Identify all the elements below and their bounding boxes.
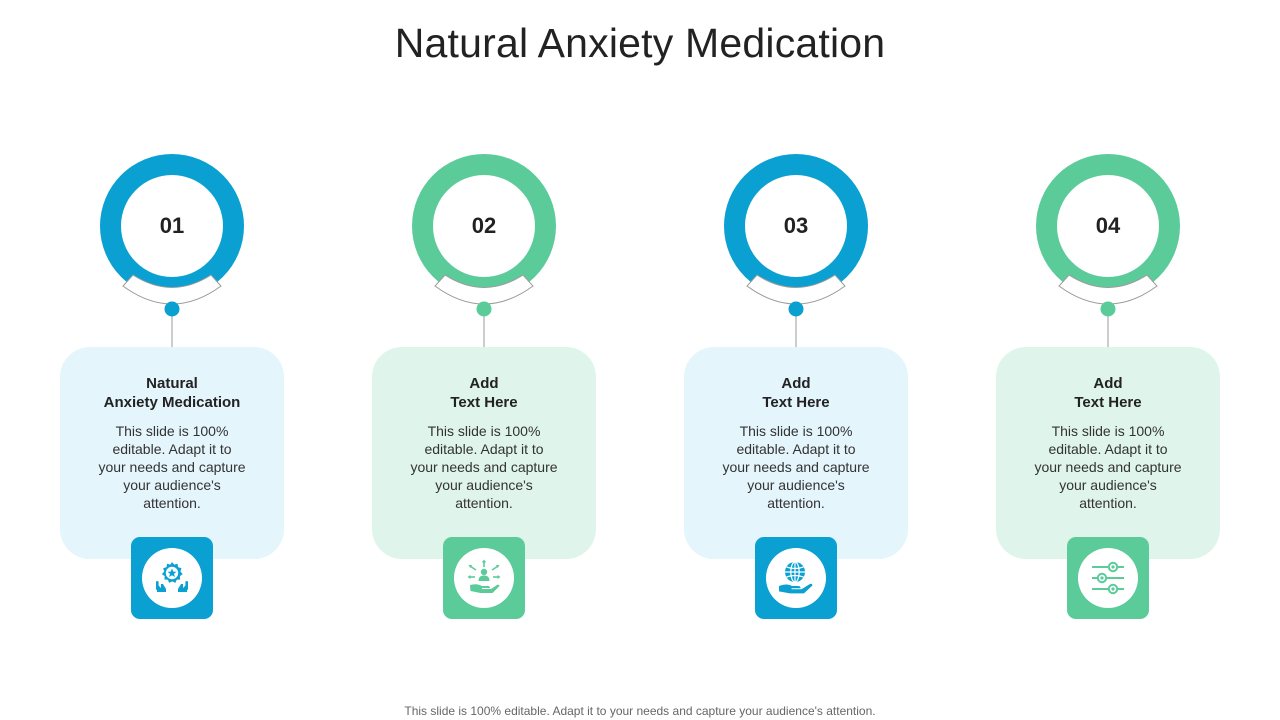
step-title: Add Text Here <box>450 375 518 411</box>
connector <box>1058 274 1158 347</box>
step-card <box>996 347 1220 559</box>
step-4: 04 Add Text Here This slide is 100% edit… <box>988 0 1228 720</box>
step-description: This slide is 100% editable. Adapt it to… <box>410 423 558 511</box>
step-description: This slide is 100% editable. Adapt it to… <box>1034 423 1182 511</box>
step-number: 02 <box>471 213 497 238</box>
step-icon-box <box>755 537 837 619</box>
step-description: This slide is 100% editable. Adapt it to… <box>98 423 246 511</box>
step-icon-box <box>443 537 525 619</box>
sliders-icon <box>1092 561 1124 595</box>
footer-note: This slide is 100% editable. Adapt it to… <box>404 704 876 718</box>
step-number-ring <box>100 154 244 298</box>
step-card <box>60 347 284 559</box>
step-title: Natural Anxiety Medication <box>103 375 241 411</box>
step-number-ring <box>1036 154 1180 298</box>
step-number: 03 <box>783 213 809 238</box>
step-icon-box <box>131 537 213 619</box>
step-number: 01 <box>159 213 185 238</box>
step-2: 02 Add Text Here This slide is 100% edit… <box>364 0 604 720</box>
step-1: 01 Natural Anxiety Medication This slide… <box>52 0 292 720</box>
step-description: This slide is 100% editable. Adapt it to… <box>722 423 870 511</box>
connector <box>434 274 534 347</box>
step-card <box>372 347 596 559</box>
step-number: 04 <box>1095 213 1121 238</box>
connector <box>122 274 222 347</box>
step-card <box>684 347 908 559</box>
step-title: Add Text Here <box>1074 375 1142 411</box>
step-number-ring <box>724 154 868 298</box>
step-number-ring <box>412 154 556 298</box>
connector <box>746 274 846 347</box>
step-title: Add Text Here <box>762 375 830 411</box>
hand-person-arrows-icon <box>467 559 501 593</box>
hand-globe-icon <box>779 561 813 594</box>
step-3: 03 Add Text Here This slide is 100% edit… <box>676 0 916 720</box>
step-icon-box <box>1067 537 1149 619</box>
hands-gear-star-icon <box>156 562 188 592</box>
page-title: Natural Anxiety Medication <box>394 20 886 66</box>
